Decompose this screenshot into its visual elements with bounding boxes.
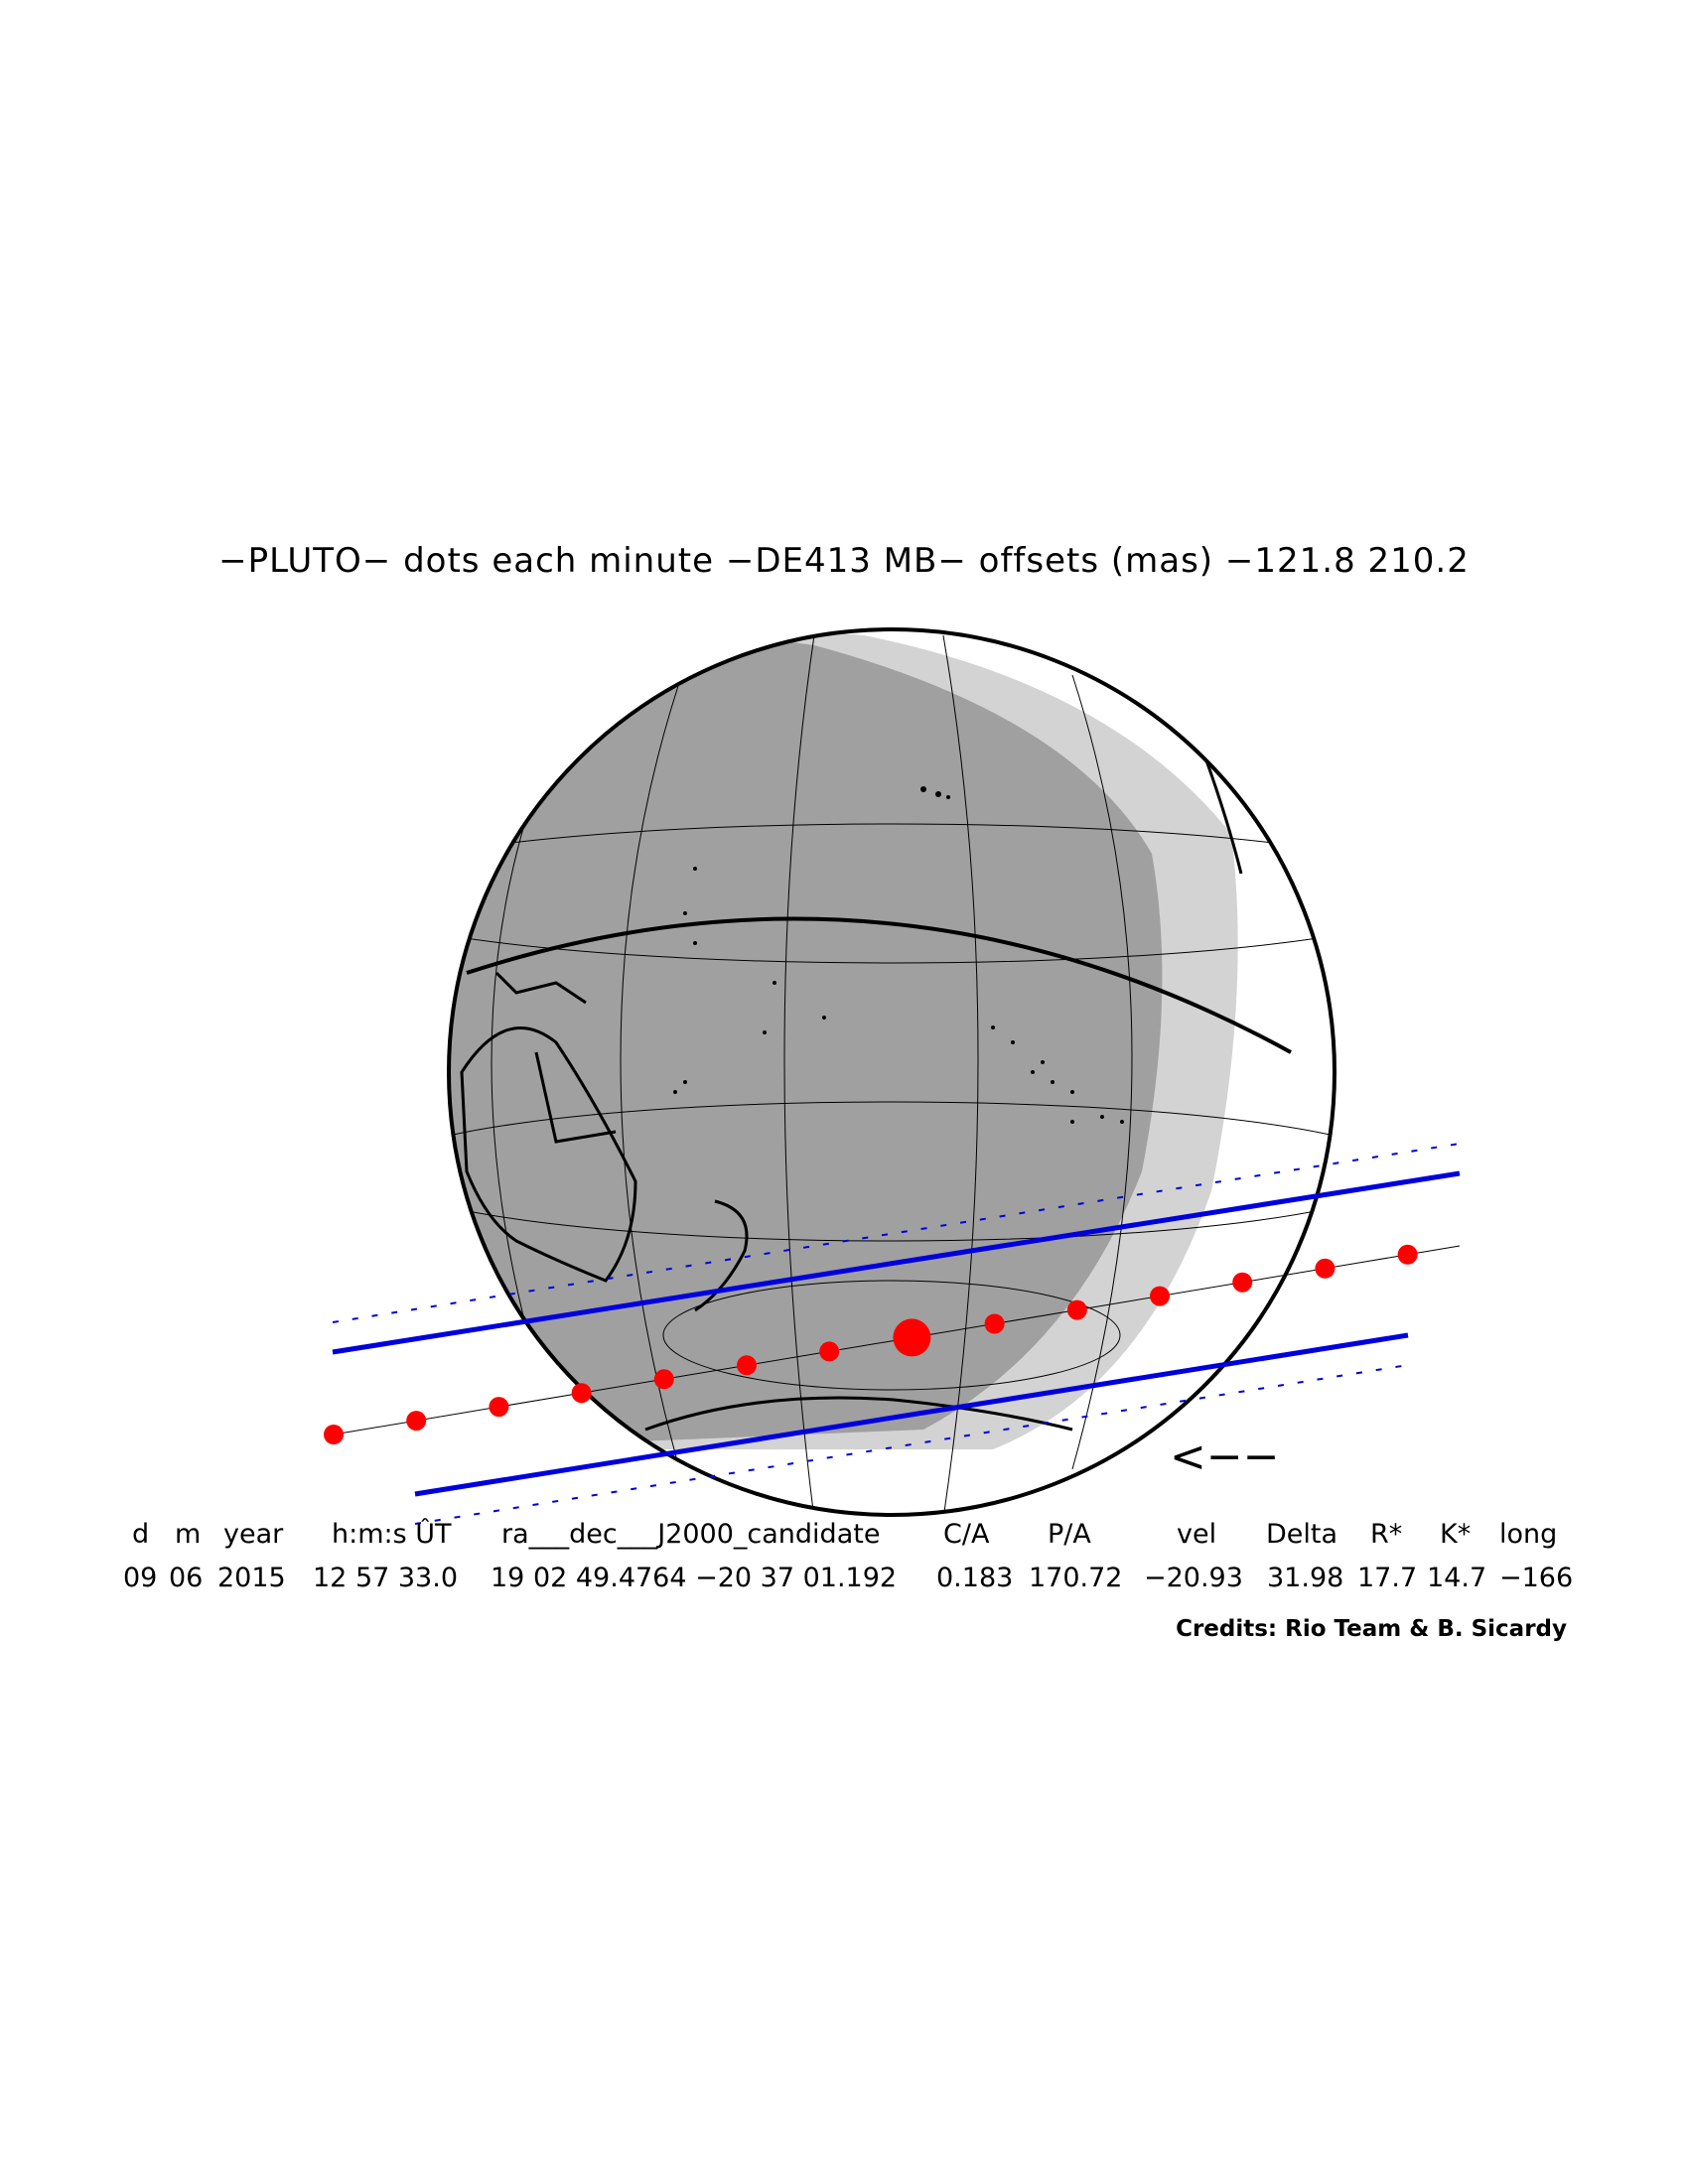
globe-outline [447, 627, 1336, 1517]
table-header-m: m [175, 1519, 202, 1550]
earth-shading [449, 629, 1238, 1449]
credits: Credits: Rio Team & B. Sicardy [1176, 1616, 1567, 1642]
path-dot [1232, 1272, 1253, 1293]
table-value-m: 06 [169, 1563, 204, 1593]
path-dot [737, 1355, 757, 1376]
path-dot [571, 1383, 592, 1404]
outer-limit-south [414, 1364, 1409, 1525]
table-value-long: −166 [1499, 1563, 1574, 1593]
map-title: −PLUTO− dots each minute −DE413 MB− offs… [218, 541, 1470, 581]
table-value-time: 12 57 33.0 [313, 1563, 458, 1593]
table-value-year: 2015 [217, 1563, 286, 1593]
table-value-vel: −20.93 [1144, 1563, 1243, 1593]
path-dot [406, 1411, 427, 1432]
central-limit-north [332, 1170, 1461, 1355]
antarctica-coast [644, 1396, 1073, 1432]
table-value-rstar: 17.7 [1357, 1563, 1418, 1593]
table-header-ca: C/A [943, 1519, 990, 1550]
path-dot [653, 1369, 674, 1390]
table-value-pa: 170.72 [1029, 1563, 1123, 1593]
path-dot [1397, 1244, 1418, 1265]
central-limit-south [414, 1332, 1409, 1497]
shadow-limits [332, 1143, 1461, 1525]
australia-coast [460, 1026, 637, 1283]
table-value-delta: 31.98 [1267, 1563, 1344, 1593]
direction-arrow: <−− [1170, 1432, 1280, 1482]
table-value-d: 09 [123, 1563, 158, 1593]
table-header-year: year [223, 1519, 284, 1550]
coastlines [460, 694, 1243, 1432]
path-dot [1066, 1299, 1087, 1320]
path-dots [324, 1244, 1418, 1444]
table-header-time: h:m:s ÛT [332, 1519, 452, 1550]
table-header-delta: Delta [1266, 1519, 1338, 1550]
table-value-radec: 19 02 49.4764 −20 37 01.192 [491, 1563, 898, 1593]
table-header-vel: vel [1177, 1519, 1217, 1550]
closest-approach-dot [893, 1318, 931, 1357]
path-dot [489, 1397, 509, 1418]
path-dot [819, 1341, 840, 1362]
table-header-long: long [1499, 1519, 1558, 1550]
table-value-ca: 0.183 [936, 1563, 1014, 1593]
table-header-radec: ra___dec___J2000_candidate [501, 1519, 881, 1550]
table-header-pa: P/A [1048, 1519, 1091, 1550]
path-dot [984, 1313, 1005, 1334]
path-dot [1150, 1286, 1170, 1306]
table-header-d: d [132, 1519, 150, 1550]
table-header-rstar: R* [1370, 1519, 1403, 1550]
night-zone [449, 629, 1163, 1449]
path-dot [324, 1425, 344, 1444]
path-dot [1315, 1258, 1336, 1279]
new-zealand-coast [694, 1199, 749, 1312]
table-header-kstar: K* [1440, 1519, 1472, 1550]
islands [673, 786, 1124, 1124]
table-value-kstar: 14.7 [1427, 1563, 1487, 1593]
equator [466, 916, 1292, 1054]
